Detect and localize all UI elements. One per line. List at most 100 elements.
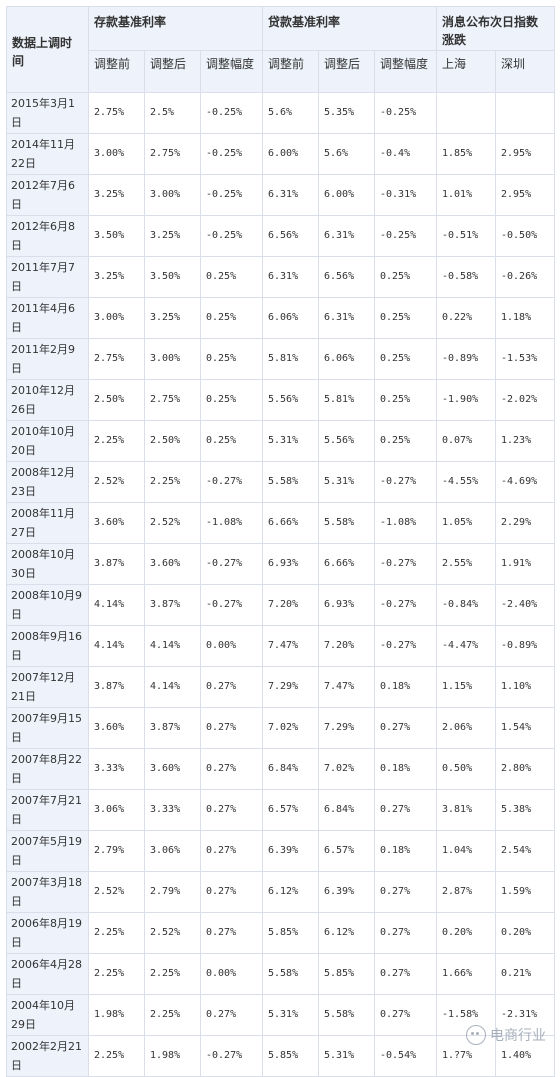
table-row: 2007年8月22日 3.33% 3.60% 0.27% 6.84% 7.02% 0.18%… xyxy=(6,748,556,790)
cell-deposit-after: 3.25% xyxy=(144,297,201,339)
table-row: 2008年11月27日 3.60% 2.52% -1.08% 6.66% 5.58% -1.… xyxy=(6,502,556,544)
cell-deposit-change: 0.25% xyxy=(200,297,263,339)
cell-date: 2011年2月9日 xyxy=(6,338,89,380)
cell-loan-before: 6.39% xyxy=(262,830,319,872)
cell-shanghai-change: 2.06% xyxy=(436,707,496,749)
cell-loan-after: 7.02% xyxy=(318,748,375,790)
rate-adjustment-table: 数据上调时间 存款基准利率 贷款基准利率 消息公布次日指数涨跌 调整前 调整后 … xyxy=(6,6,556,1077)
cell-shanghai-change: -0.51% xyxy=(436,215,496,257)
cell-loan-change: -0.4% xyxy=(374,133,437,175)
header-deposit-rate: 存款基准利率 xyxy=(88,6,263,51)
cell-loan-before: 5.81% xyxy=(262,338,319,380)
header-date: 数据上调时间 xyxy=(6,6,89,93)
cell-loan-after: 5.31% xyxy=(318,461,375,503)
cell-loan-change: 0.27% xyxy=(374,707,437,749)
cell-date: 2012年6月8日 xyxy=(6,215,89,257)
cell-deposit-before: 3.50% xyxy=(88,215,145,257)
cell-loan-before: 5.85% xyxy=(262,1035,319,1077)
cell-shenzhen-change: 1.23% xyxy=(494,420,556,462)
cell-deposit-change: 0.25% xyxy=(200,338,263,380)
cell-deposit-change: 0.27% xyxy=(200,912,263,954)
cell-loan-change: 0.18% xyxy=(374,666,437,708)
cell-deposit-change: -0.27% xyxy=(200,543,263,585)
cell-deposit-change: -0.27% xyxy=(200,461,263,503)
cell-loan-after: 6.57% xyxy=(318,830,375,872)
cell-deposit-before: 1.98% xyxy=(88,994,145,1036)
cell-date: 2008年10月9日 xyxy=(6,584,89,626)
cell-loan-before: 5.58% xyxy=(262,953,319,995)
cell-date: 2008年12月23日 xyxy=(6,461,89,503)
cell-date: 2007年8月22日 xyxy=(6,748,89,790)
cell-deposit-before: 3.25% xyxy=(88,174,145,216)
cell-deposit-after: 2.50% xyxy=(144,420,201,462)
cell-shanghai-change: -0.58% xyxy=(436,256,496,298)
cell-deposit-change: 0.27% xyxy=(200,707,263,749)
cell-loan-change: 0.27% xyxy=(374,789,437,831)
cell-date: 2007年7月21日 xyxy=(6,789,89,831)
cell-shanghai-change: 1.05% xyxy=(436,502,496,544)
cell-loan-before: 7.47% xyxy=(262,625,319,667)
cell-deposit-change: 0.27% xyxy=(200,789,263,831)
cell-loan-before: 5.58% xyxy=(262,461,319,503)
table-row: 2007年12月21日 3.87% 4.14% 0.27% 7.29% 7.47% 0.18… xyxy=(6,666,556,708)
cell-loan-after: 6.66% xyxy=(318,543,375,585)
cell-loan-change: -0.27% xyxy=(374,461,437,503)
cell-date: 2011年4月6日 xyxy=(6,297,89,339)
cell-deposit-change: 0.25% xyxy=(200,379,263,421)
cell-shanghai-change: 1.66% xyxy=(436,953,496,995)
cell-deposit-change: -0.27% xyxy=(200,584,263,626)
header-loan-rate: 贷款基准利率 xyxy=(262,6,437,51)
cell-deposit-change: -0.25% xyxy=(200,215,263,257)
cell-loan-before: 6.06% xyxy=(262,297,319,339)
cell-shanghai-change: -4.47% xyxy=(436,625,496,667)
cell-loan-before: 5.31% xyxy=(262,420,319,462)
cell-deposit-change: 0.27% xyxy=(200,871,263,913)
table-row: 2012年7月6日 3.25% 3.00% -0.25% 6.31% 6.00% -0.31… xyxy=(6,174,556,216)
cell-deposit-after: 2.25% xyxy=(144,953,201,995)
cell-shanghai-change: 1.15% xyxy=(436,666,496,708)
table-row: 2010年10月20日 2.25% 2.50% 0.25% 5.31% 5.56% 0.25… xyxy=(6,420,556,462)
cell-shanghai-change: -4.55% xyxy=(436,461,496,503)
cell-deposit-after: 1.98% xyxy=(144,1035,201,1077)
cell-shenzhen-change: 1.59% xyxy=(494,871,556,913)
cell-deposit-before: 2.52% xyxy=(88,461,145,503)
cell-loan-before: 6.93% xyxy=(262,543,319,585)
cell-date: 2004年10月29日 xyxy=(6,994,89,1036)
cell-loan-change: -0.25% xyxy=(374,92,437,134)
cell-deposit-change: -0.25% xyxy=(200,133,263,175)
cell-loan-change: -0.27% xyxy=(374,543,437,585)
cell-loan-after: 6.39% xyxy=(318,871,375,913)
cell-shenzhen-change: -2.02% xyxy=(494,379,556,421)
cell-loan-before: 6.31% xyxy=(262,174,319,216)
table-row: 2006年8月19日 2.25% 2.52% 0.27% 5.85% 6.12% 0.27%… xyxy=(6,912,556,954)
cell-shanghai-change: -0.89% xyxy=(436,338,496,380)
cell-shenzhen-change: 2.95% xyxy=(494,133,556,175)
cell-date: 2007年3月18日 xyxy=(6,871,89,913)
cell-deposit-before: 2.25% xyxy=(88,1035,145,1077)
cell-loan-before: 7.02% xyxy=(262,707,319,749)
cell-shenzhen-change: 0.21% xyxy=(494,953,556,995)
cell-loan-before: 6.12% xyxy=(262,871,319,913)
cell-deposit-after: 2.25% xyxy=(144,461,201,503)
cell-deposit-before: 4.14% xyxy=(88,584,145,626)
cell-deposit-change: 0.27% xyxy=(200,994,263,1036)
header-deposit-before: 调整前 xyxy=(88,50,145,93)
cell-loan-change: 0.27% xyxy=(374,994,437,1036)
cell-loan-after: 6.06% xyxy=(318,338,375,380)
cell-date: 2012年7月6日 xyxy=(6,174,89,216)
cell-shanghai-change: -0.84% xyxy=(436,584,496,626)
table-header: 数据上调时间 存款基准利率 贷款基准利率 消息公布次日指数涨跌 调整前 调整后 … xyxy=(6,6,556,93)
cell-deposit-change: -0.27% xyxy=(200,1035,263,1077)
cell-shenzhen-change xyxy=(494,92,556,134)
cell-deposit-before: 3.00% xyxy=(88,133,145,175)
cell-loan-change: -0.27% xyxy=(374,584,437,626)
cell-loan-after: 6.31% xyxy=(318,297,375,339)
cell-shenzhen-change: -2.31% xyxy=(494,994,556,1036)
cell-deposit-after: 2.75% xyxy=(144,133,201,175)
cell-shenzhen-change: 2.80% xyxy=(494,748,556,790)
cell-loan-before: 5.31% xyxy=(262,994,319,1036)
cell-deposit-after: 3.87% xyxy=(144,707,201,749)
cell-loan-after: 6.56% xyxy=(318,256,375,298)
cell-loan-before: 5.6% xyxy=(262,92,319,134)
cell-shanghai-change: 3.81% xyxy=(436,789,496,831)
